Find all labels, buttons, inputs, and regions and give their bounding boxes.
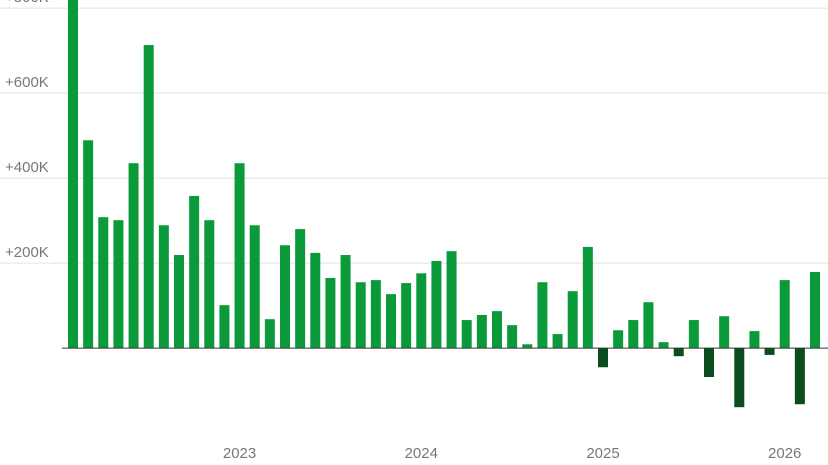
bar (764, 348, 775, 355)
bar (204, 220, 215, 349)
bar (628, 320, 639, 349)
bar (673, 348, 684, 357)
bar (264, 319, 275, 349)
bar (174, 255, 184, 349)
bar (552, 334, 563, 349)
bar (416, 273, 427, 349)
bar (749, 331, 760, 349)
bar (158, 225, 169, 349)
bar (446, 251, 457, 349)
x-tick-label: 2023 (223, 445, 256, 462)
x-tick-label: 2026 (768, 445, 801, 462)
bar (810, 272, 820, 349)
y-tick-label: +600K (5, 74, 49, 91)
bar (719, 316, 730, 349)
bar (234, 163, 245, 349)
bar (734, 348, 745, 408)
bar (598, 348, 608, 368)
x-tick-label: 2024 (405, 445, 438, 462)
bar (113, 220, 124, 349)
bar (128, 163, 139, 349)
bar (219, 305, 230, 349)
bar (325, 277, 336, 349)
bar (401, 283, 412, 349)
bar (476, 314, 487, 349)
y-tick-label: +400K (5, 159, 49, 176)
bar (704, 348, 714, 378)
bar (613, 330, 624, 349)
bar (249, 225, 260, 349)
y-tick-label: +800K (5, 0, 49, 6)
bar (143, 45, 154, 349)
bar (779, 280, 790, 349)
bar (643, 302, 654, 349)
bar (83, 140, 94, 349)
x-tick-label: 2025 (586, 445, 619, 462)
bar (522, 344, 533, 349)
bar (537, 282, 548, 349)
bar (386, 294, 396, 349)
bar (68, 0, 78, 349)
bar (189, 195, 200, 349)
bar (295, 229, 306, 349)
bar (280, 245, 290, 349)
bar (98, 217, 109, 349)
bar (507, 325, 518, 349)
bar (658, 342, 669, 349)
bar (370, 280, 381, 349)
bar (582, 246, 593, 349)
bar (688, 320, 699, 349)
bar (431, 260, 442, 349)
bar (492, 311, 502, 349)
bar (340, 255, 351, 349)
bar (794, 348, 805, 405)
y-tick-label: +200K (5, 244, 49, 261)
bar (461, 320, 472, 349)
bar (355, 282, 366, 349)
bar (567, 291, 578, 349)
bar (310, 252, 321, 349)
